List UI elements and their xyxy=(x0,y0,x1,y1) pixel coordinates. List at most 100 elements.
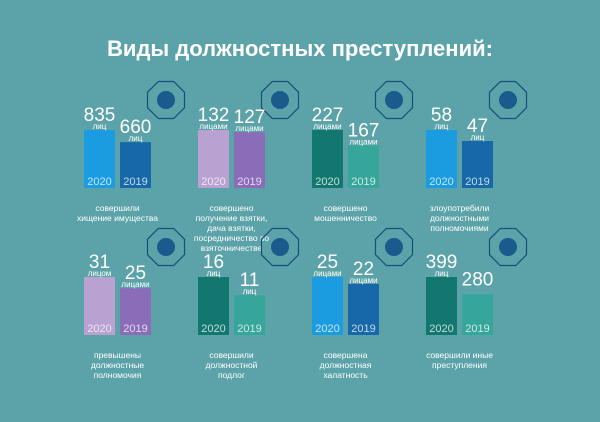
value-label: 280 xyxy=(462,269,494,290)
unit-label: лиц xyxy=(243,287,257,296)
unit-label: лиц xyxy=(207,269,221,278)
unit-label: лицами xyxy=(349,137,377,146)
caption: полномочия xyxy=(94,370,142,380)
caption: совершили xyxy=(95,203,139,213)
year-label: 2020 xyxy=(87,323,111,335)
year-label: 2019 xyxy=(351,323,375,335)
year-label: 2019 xyxy=(465,323,489,335)
year-label: 2020 xyxy=(87,176,111,188)
unit-label: лиц xyxy=(129,134,143,143)
icon-frame xyxy=(146,227,186,267)
year-label: 2019 xyxy=(465,176,489,188)
value-label: 227 xyxy=(312,105,344,126)
year-label: 2019 xyxy=(237,323,261,335)
value-label: 22 xyxy=(353,259,374,280)
year-label: 2019 xyxy=(123,176,147,188)
bar xyxy=(234,132,265,188)
unit-label: лиц xyxy=(435,122,449,131)
bar xyxy=(198,130,229,188)
bar xyxy=(84,130,115,188)
icon-frame xyxy=(374,227,414,267)
unit-label: лиц xyxy=(471,133,485,142)
unit-label: лицами xyxy=(121,280,149,289)
icon xyxy=(157,91,175,109)
unit-label: лицами xyxy=(199,122,227,131)
icon-frame xyxy=(260,80,300,120)
icon-frame xyxy=(260,227,300,267)
caption: злоупотребили xyxy=(430,203,490,213)
caption: посредничество во xyxy=(194,233,269,243)
unit-label: лицами xyxy=(235,124,263,133)
bar xyxy=(84,277,115,335)
bar xyxy=(234,295,265,335)
caption: преступления xyxy=(432,360,487,370)
caption: совершили xyxy=(209,350,253,360)
year-label: 2019 xyxy=(123,323,147,335)
icon-frame xyxy=(488,227,528,267)
icon xyxy=(157,238,175,256)
value-label: 399 xyxy=(426,252,458,273)
caption: должностной xyxy=(206,360,258,370)
value-label: 127 xyxy=(234,107,266,128)
bar xyxy=(426,277,457,335)
bar xyxy=(462,141,493,188)
icon xyxy=(499,91,517,109)
caption: халатность xyxy=(323,370,368,380)
value-label: 835 xyxy=(84,105,116,126)
value-label: 132 xyxy=(198,105,230,126)
caption: совершено xyxy=(324,203,368,213)
value-label: 11 xyxy=(240,270,260,291)
caption: мошенничество xyxy=(314,213,377,223)
icon xyxy=(499,238,517,256)
year-label: 2020 xyxy=(315,323,339,335)
caption: совершена xyxy=(324,350,368,360)
unit-label: лицами xyxy=(313,269,341,278)
icon-frame xyxy=(374,80,414,120)
bar xyxy=(120,288,151,335)
value-label: 31 xyxy=(89,252,110,273)
caption: должностная xyxy=(320,360,372,370)
value-label: 25 xyxy=(317,252,338,273)
bar xyxy=(198,277,229,335)
year-label: 2020 xyxy=(201,176,225,188)
caption: подлог xyxy=(218,370,245,380)
bar xyxy=(312,277,343,335)
unit-label: лицами xyxy=(349,276,377,285)
caption: взяточничестве xyxy=(201,243,263,253)
page-title: Виды должностных преступлений: xyxy=(107,36,493,61)
caption: дача взятки, xyxy=(207,223,256,233)
unit-label: лиц xyxy=(93,122,107,131)
bar xyxy=(348,145,379,188)
value-label: 167 xyxy=(348,120,380,141)
year-label: 2020 xyxy=(429,323,453,335)
caption: совершили иные xyxy=(426,350,493,360)
icon-frame xyxy=(146,80,186,120)
value-label: 16 xyxy=(203,252,224,273)
caption: получение взятки, xyxy=(196,213,268,223)
caption: превышены xyxy=(94,350,141,360)
unit-label: лиц xyxy=(435,269,449,278)
year-label: 2020 xyxy=(429,176,453,188)
bar xyxy=(120,142,151,188)
icon xyxy=(271,238,289,256)
caption: совершено xyxy=(210,203,254,213)
icon xyxy=(271,91,289,109)
unit-label: лицами xyxy=(313,122,341,131)
value-label: 25 xyxy=(125,263,146,284)
bar xyxy=(462,294,493,335)
year-label: 2019 xyxy=(237,176,261,188)
caption: должностными xyxy=(430,213,489,223)
icon-frame xyxy=(488,80,528,120)
unit-label: лицом xyxy=(88,269,112,278)
caption: полномочиями xyxy=(430,223,489,233)
value-label: 660 xyxy=(120,117,152,138)
caption: хищение имущества xyxy=(77,213,158,223)
bar xyxy=(348,283,379,335)
year-label: 2020 xyxy=(315,176,339,188)
bar xyxy=(426,130,457,188)
value-label: 47 xyxy=(467,116,488,137)
value-label: 58 xyxy=(431,105,452,126)
caption: должностные xyxy=(91,360,145,370)
icon xyxy=(385,238,403,256)
